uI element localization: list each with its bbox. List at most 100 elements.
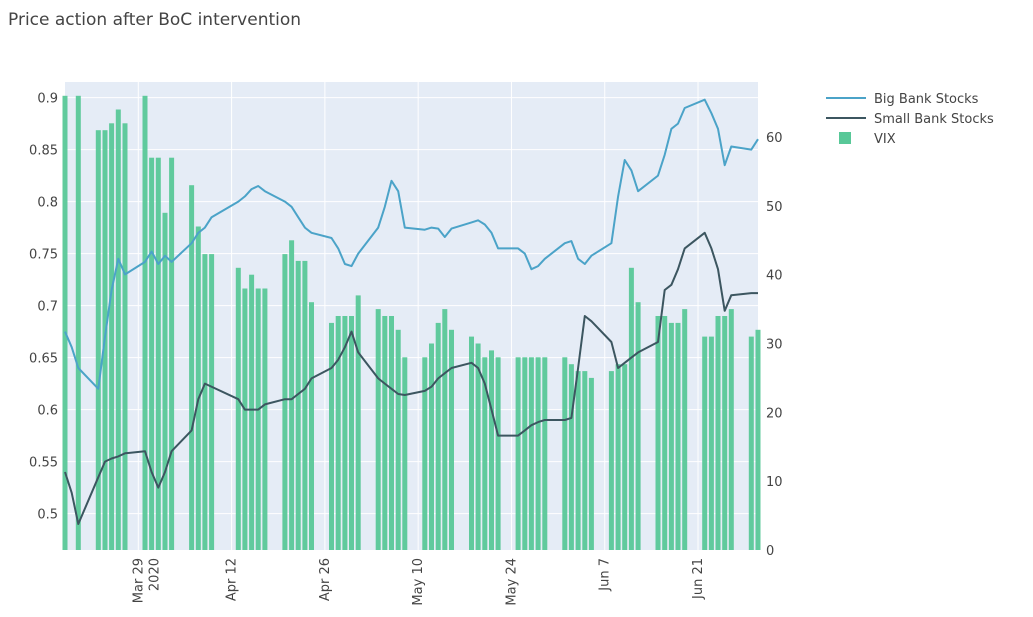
small-bank-stocks-line bbox=[64, 231, 758, 525]
vix-bar bbox=[469, 336, 474, 550]
y-left-tick-label: 0.5 bbox=[37, 508, 58, 523]
vix-bar bbox=[442, 309, 448, 550]
vix-bar bbox=[389, 316, 394, 550]
vix-bar bbox=[295, 260, 301, 550]
legend[interactable]: Big Bank Stocks Small Bank Stocks VIX bbox=[826, 92, 994, 147]
x-tick-label: Mar 29 bbox=[131, 558, 146, 603]
vix-bar bbox=[95, 130, 101, 550]
vix-bar bbox=[495, 357, 501, 550]
vix-bar bbox=[422, 357, 428, 550]
y-right-tick-label: 20 bbox=[766, 406, 783, 421]
vix-bar bbox=[482, 357, 488, 550]
vix-bar bbox=[335, 316, 341, 550]
vix-bar bbox=[668, 322, 674, 550]
legend-item[interactable]: Small Bank Stocks bbox=[826, 112, 994, 127]
vix-bar bbox=[122, 123, 128, 551]
y-left-tick-label: 0.8 bbox=[37, 196, 58, 211]
vix-bar bbox=[722, 316, 728, 550]
x-tick-label: Jun 21 bbox=[691, 558, 706, 600]
vix-bar bbox=[562, 357, 568, 550]
vix-bar bbox=[262, 288, 268, 550]
vix-bar bbox=[608, 371, 614, 550]
vix-bar bbox=[155, 157, 161, 550]
chart-title: Price action after BoC intervention bbox=[8, 10, 301, 30]
plot-background bbox=[65, 82, 758, 550]
plot-area bbox=[62, 82, 761, 551]
vix-bar bbox=[289, 240, 295, 551]
legend-label: Big Bank Stocks bbox=[874, 92, 979, 107]
vix-bar bbox=[615, 364, 621, 550]
vix-bar bbox=[682, 309, 688, 550]
y-right-tick-label: 40 bbox=[766, 269, 783, 284]
vix-bar bbox=[748, 336, 754, 550]
vix-bar bbox=[375, 309, 381, 550]
y-left-tick-label: 0.55 bbox=[29, 456, 58, 471]
vix-bar bbox=[75, 95, 81, 551]
vix-bar bbox=[169, 157, 175, 550]
vix-bar bbox=[395, 329, 401, 550]
vix-bar bbox=[309, 302, 314, 550]
x-tick-label-year: 2020 bbox=[147, 558, 162, 591]
vix-bar bbox=[542, 357, 548, 550]
vix-bar bbox=[329, 322, 334, 550]
vix-bar bbox=[628, 267, 634, 550]
vix-bar bbox=[249, 274, 255, 550]
vix-bar bbox=[755, 329, 761, 550]
vix-bar bbox=[302, 260, 308, 550]
legend-label: VIX bbox=[874, 132, 896, 147]
vix-bar bbox=[622, 364, 628, 550]
vix-bar bbox=[255, 288, 261, 550]
x-tick-label: Apr 12 bbox=[225, 558, 240, 601]
y-right-tick-label: 0 bbox=[766, 544, 774, 559]
y-right-tick-label: 60 bbox=[766, 131, 783, 146]
big-bank-stocks-line bbox=[64, 98, 759, 390]
vix-bar bbox=[162, 212, 168, 551]
vix-bar bbox=[435, 322, 441, 550]
y-left-tick-label: 0.75 bbox=[29, 248, 58, 263]
vix-bar bbox=[588, 377, 594, 550]
vix-bar bbox=[429, 343, 434, 550]
vix-bar bbox=[402, 357, 408, 550]
vix-bar bbox=[708, 336, 714, 550]
x-tick-label: Jun 7 bbox=[598, 558, 613, 592]
vix-bar bbox=[675, 322, 681, 550]
vix-bar bbox=[209, 254, 215, 550]
x-tick-label: Apr 26 bbox=[318, 558, 333, 601]
y-right-tick-label: 10 bbox=[766, 475, 783, 490]
vix-bar bbox=[282, 254, 288, 550]
axes: 0.5 0.55 0.6 0.65 0.7 0.75 0.8 0.85 0.9 0 10 20 30 40… bbox=[29, 92, 783, 606]
y-left-tick-label: 0.85 bbox=[29, 144, 58, 159]
y-left-tick-label: 0.6 bbox=[37, 404, 58, 419]
vix-bar bbox=[242, 288, 248, 550]
vix-bar bbox=[528, 357, 534, 550]
vix-bar bbox=[142, 95, 148, 551]
vix-bar bbox=[702, 336, 708, 550]
vix-bar bbox=[149, 157, 155, 550]
vix-bar bbox=[355, 295, 361, 550]
vix-bar bbox=[662, 316, 668, 550]
vix-bar bbox=[109, 123, 115, 551]
vix-bar bbox=[475, 343, 481, 550]
legend-item[interactable]: Big Bank Stocks bbox=[826, 92, 979, 107]
vix-bar bbox=[515, 357, 521, 550]
vix-bar bbox=[535, 357, 541, 550]
vix-bar bbox=[728, 309, 734, 550]
vix-bar bbox=[382, 316, 388, 550]
y-right-tick-label: 50 bbox=[766, 200, 783, 215]
x-tick-label: May 10 bbox=[411, 558, 426, 606]
vix-bar bbox=[349, 316, 354, 550]
vix-bars bbox=[62, 95, 761, 551]
vix-bar bbox=[635, 302, 641, 550]
legend-swatch-bar bbox=[839, 132, 851, 144]
y-left-tick-label: 0.9 bbox=[37, 92, 58, 107]
vix-bar bbox=[235, 267, 241, 550]
vix-bar bbox=[115, 109, 121, 550]
vix-bar bbox=[715, 316, 721, 550]
vix-bar bbox=[62, 95, 68, 551]
vix-bar bbox=[189, 185, 195, 550]
legend-label: Small Bank Stocks bbox=[874, 112, 994, 127]
legend-item[interactable]: VIX bbox=[839, 132, 896, 147]
vix-bar bbox=[342, 316, 348, 550]
